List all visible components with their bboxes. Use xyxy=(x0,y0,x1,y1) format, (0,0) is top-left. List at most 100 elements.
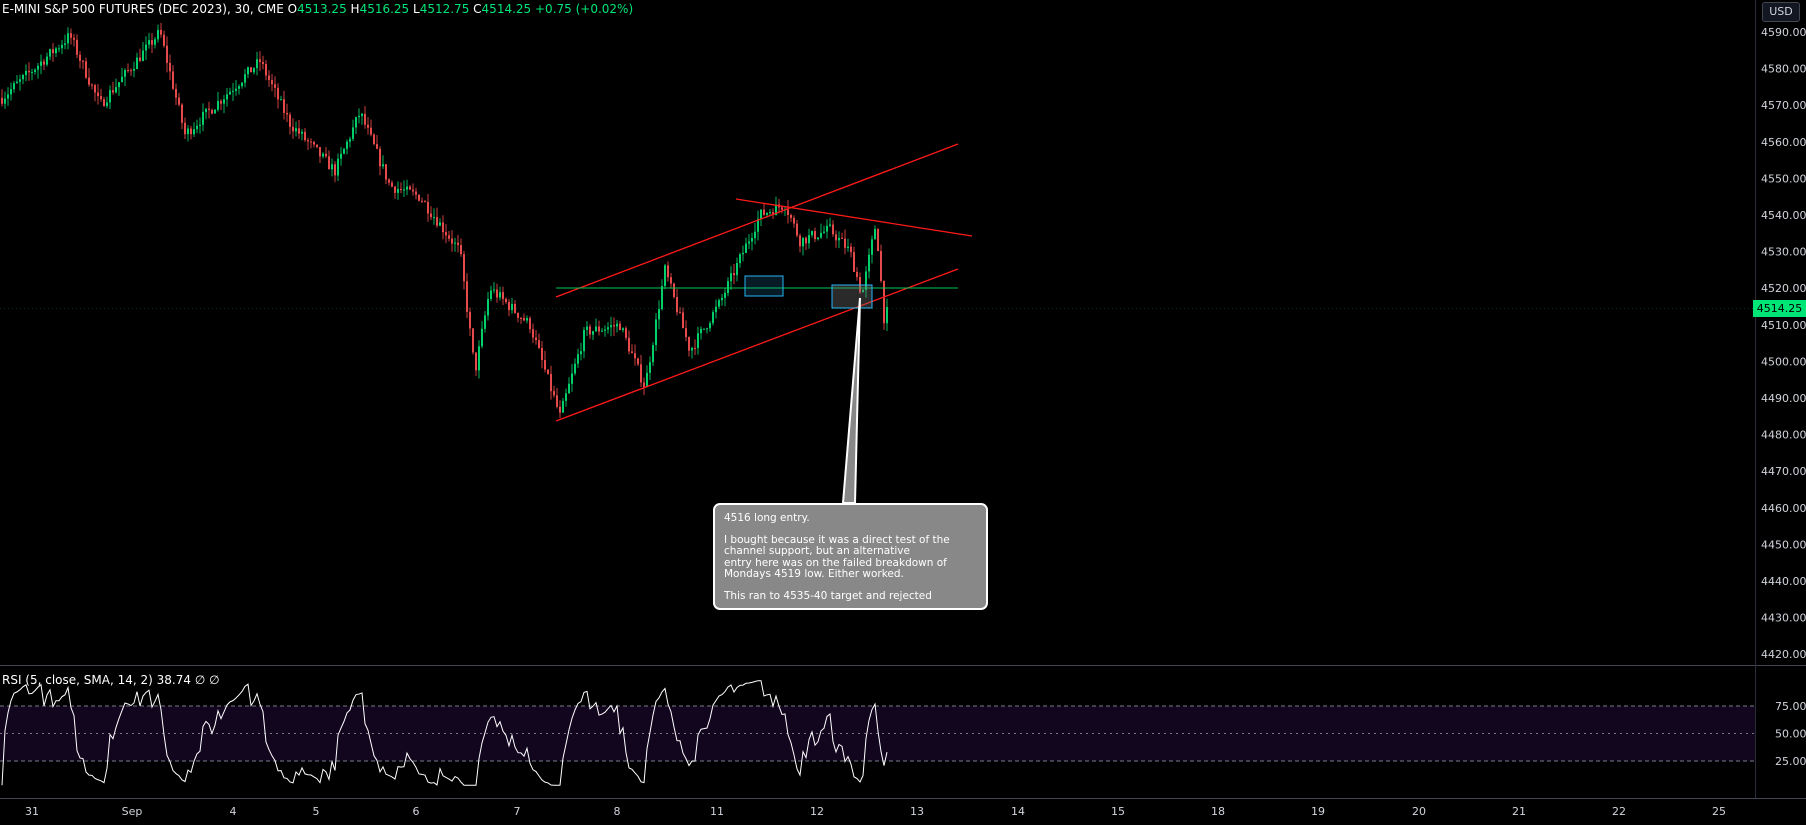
candle-body xyxy=(250,67,252,73)
candle-body xyxy=(829,224,831,226)
candle-body xyxy=(613,325,615,327)
candle-body xyxy=(688,337,690,351)
symbol-title[interactable]: E-MINI S&P 500 FUTURES (DEC 2023), 30, C… xyxy=(2,2,284,16)
candle-body xyxy=(442,222,444,233)
candle-body xyxy=(154,39,156,45)
time-tick-label: 19 xyxy=(1311,805,1325,818)
candle-body xyxy=(460,245,462,255)
candle-body xyxy=(253,68,255,73)
candle-body xyxy=(271,80,273,85)
candle-body xyxy=(205,108,207,113)
rsi-legend[interactable]: RSI (5, close, SMA, 14, 2) 38.74 ∅ ∅ xyxy=(2,673,220,687)
candle-body xyxy=(751,238,753,242)
candle-body xyxy=(139,57,141,61)
time-axis[interactable]: 31 Sep 4 5 6 7 8 11 12 13 14 15 18 19 20 21 22 25 xyxy=(25,805,1726,818)
rsi-axis: 75.00 50.00 25.00 xyxy=(1775,700,1806,768)
candles xyxy=(1,22,888,419)
rsi-title[interactable]: RSI (5, close, SMA, 14, 2) xyxy=(2,673,153,687)
candle-body xyxy=(265,63,267,76)
candle-body xyxy=(391,182,393,187)
candle-body xyxy=(208,108,210,110)
retest-box-2[interactable] xyxy=(831,284,873,309)
candle-body xyxy=(796,223,798,236)
candle-body xyxy=(619,323,621,331)
candle-body xyxy=(466,281,468,312)
callout-line-4: This ran to 4535-40 target and rejected xyxy=(724,590,932,603)
candle-body xyxy=(385,164,387,180)
time-tick-label: 31 xyxy=(25,805,39,818)
candle-body xyxy=(871,239,873,255)
candle-body xyxy=(631,351,633,354)
time-tick-label: 15 xyxy=(1111,805,1125,818)
candle-body xyxy=(745,243,747,254)
candle-body xyxy=(412,189,414,192)
candle-body xyxy=(91,84,93,86)
annotations[interactable] xyxy=(555,143,973,504)
candle-body xyxy=(13,83,15,90)
candle-body xyxy=(151,40,153,45)
candle-body xyxy=(4,98,6,104)
candle-body xyxy=(838,237,840,241)
candle-body xyxy=(559,406,561,413)
open-label: O xyxy=(287,2,298,16)
candle-body xyxy=(325,153,327,157)
candle-body xyxy=(115,87,117,93)
candle-body xyxy=(478,346,480,371)
symbol-legend[interactable]: E-MINI S&P 500 FUTURES (DEC 2023), 30, C… xyxy=(2,2,633,16)
candle-body xyxy=(61,44,63,49)
candle-body xyxy=(664,265,666,287)
price-tick-label: 4510.00 xyxy=(1761,319,1806,332)
price-tick-label: 4520.00 xyxy=(1761,282,1806,295)
candle-body xyxy=(682,312,684,329)
candle-body xyxy=(517,312,519,318)
candle-body xyxy=(814,231,816,240)
candle-body xyxy=(430,213,432,218)
time-tick-label: Sep xyxy=(122,805,143,818)
candle-body xyxy=(382,164,384,167)
rsi-tick-label: 25.00 xyxy=(1775,755,1806,768)
channel-resistance-line[interactable] xyxy=(555,143,959,298)
high-label: H xyxy=(350,2,360,16)
candle-body xyxy=(310,141,312,143)
time-tick-label: 20 xyxy=(1412,805,1426,818)
candle-body xyxy=(121,76,123,83)
candle-body xyxy=(505,298,507,303)
candle-body xyxy=(703,328,705,330)
candle-body xyxy=(544,359,546,370)
candle-body xyxy=(556,395,558,407)
candle-body xyxy=(415,191,417,195)
candle-body xyxy=(370,127,372,135)
candle-body xyxy=(820,232,822,238)
channel-support-line[interactable] xyxy=(555,268,959,422)
candle-body xyxy=(238,86,240,89)
candle-body xyxy=(22,75,24,80)
candle-body xyxy=(490,290,492,299)
descending-line[interactable] xyxy=(735,198,973,237)
rsi-tick-label: 50.00 xyxy=(1775,728,1806,741)
candle-body xyxy=(226,94,228,100)
candle-body xyxy=(286,112,288,115)
candle-body xyxy=(547,369,549,374)
candle-body xyxy=(43,61,45,65)
candle-body xyxy=(352,127,354,139)
candle-body xyxy=(217,101,219,110)
candle-body xyxy=(220,101,222,104)
candle-body xyxy=(181,104,183,123)
candle-body xyxy=(721,297,723,301)
candle-body xyxy=(268,75,270,81)
candle-body xyxy=(229,91,231,95)
candle-body xyxy=(724,292,726,298)
trade-callout[interactable]: 4516 long entry. I bought because it was… xyxy=(713,503,988,610)
candle-body xyxy=(538,340,540,348)
candle-body xyxy=(787,209,789,216)
candle-body xyxy=(625,328,627,338)
candle-body xyxy=(727,281,729,293)
candle-body xyxy=(541,347,543,360)
candle-body xyxy=(487,298,489,316)
retest-box-1[interactable] xyxy=(744,275,784,297)
candle-body xyxy=(388,179,390,183)
price-axis[interactable]: 4590.00 4580.00 4570.00 4560.00 4550.00 4540.… xyxy=(1761,26,1806,661)
candle-body xyxy=(550,373,552,392)
currency-button[interactable]: USD xyxy=(1762,2,1800,22)
